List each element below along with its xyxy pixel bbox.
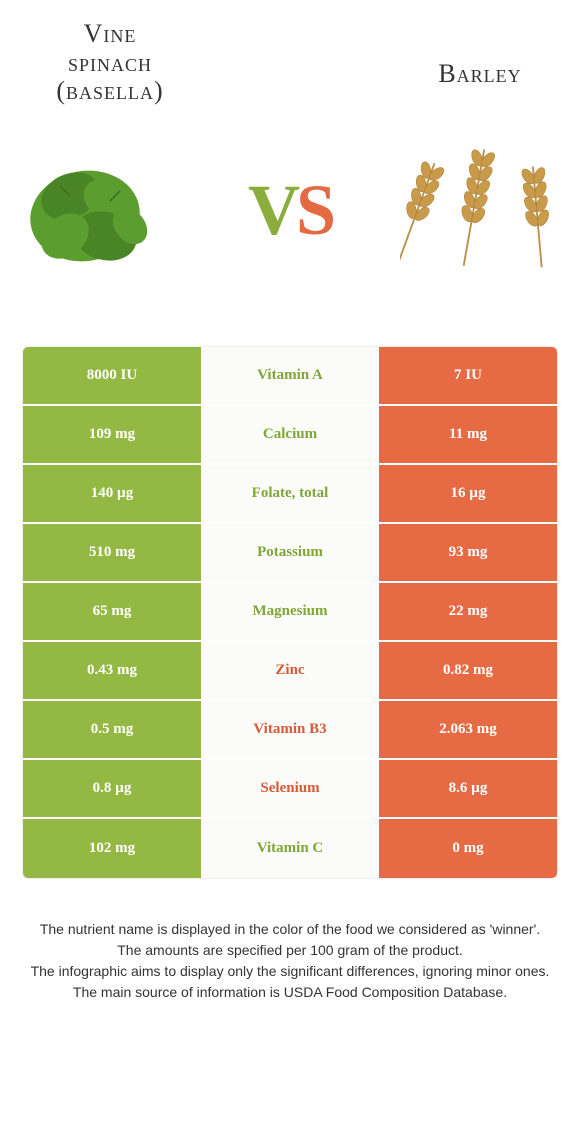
table-row: 65 mgMagnesium22 mg: [23, 583, 557, 642]
table-row: 140 µgFolate, total16 µg: [23, 465, 557, 524]
table-row: 102 mgVitamin C0 mg: [23, 819, 557, 878]
vs-label: VS: [248, 169, 332, 252]
right-value: 11 mg: [379, 406, 557, 463]
left-value: 0.8 µg: [23, 760, 201, 817]
right-value: 93 mg: [379, 524, 557, 581]
nutrient-name: Selenium: [201, 760, 379, 817]
footnote-line: The amounts are specified per 100 gram o…: [117, 942, 463, 958]
footnote-line: The main source of information is USDA F…: [73, 984, 507, 1000]
left-value: 0.5 mg: [23, 701, 201, 758]
right-value: 0 mg: [379, 819, 557, 878]
nutrient-name: Vitamin B3: [201, 701, 379, 758]
vs-v: V: [248, 170, 296, 250]
nutrient-name: Potassium: [201, 524, 379, 581]
vs-s: S: [296, 170, 332, 250]
table-row: 0.5 mgVitamin B32.063 mg: [23, 701, 557, 760]
nutrient-name: Folate, total: [201, 465, 379, 522]
left-value: 510 mg: [23, 524, 201, 581]
right-value: 0.82 mg: [379, 642, 557, 699]
table-row: 8000 IUVitamin A7 IU: [23, 347, 557, 406]
right-value: 7 IU: [379, 347, 557, 404]
title-line: Barley: [438, 59, 521, 88]
comparison-table: 8000 IUVitamin A7 IU109 mgCalcium11 mg14…: [22, 346, 558, 879]
left-value: 140 µg: [23, 465, 201, 522]
right-value: 2.063 mg: [379, 701, 557, 758]
title-line: spinach: [68, 48, 152, 77]
title-line: Vine: [84, 19, 137, 48]
table-row: 0.43 mgZinc0.82 mg: [23, 642, 557, 701]
left-value: 0.43 mg: [23, 642, 201, 699]
left-value: 102 mg: [23, 819, 201, 878]
header: Vine spinach (basella) Barley: [0, 0, 580, 106]
nutrient-name: Vitamin C: [201, 819, 379, 878]
right-value: 22 mg: [379, 583, 557, 640]
left-value: 8000 IU: [23, 347, 201, 404]
nutrient-name: Calcium: [201, 406, 379, 463]
table-row: 109 mgCalcium11 mg: [23, 406, 557, 465]
right-value: 16 µg: [379, 465, 557, 522]
barley-image: [400, 126, 570, 296]
table-row: 510 mgPotassium93 mg: [23, 524, 557, 583]
nutrient-name: Vitamin A: [201, 347, 379, 404]
left-value: 109 mg: [23, 406, 201, 463]
left-food-title: Vine spinach (basella): [10, 20, 210, 106]
table-row: 0.8 µgSelenium8.6 µg: [23, 760, 557, 819]
images-row: VS: [0, 106, 580, 326]
nutrient-name: Magnesium: [201, 583, 379, 640]
spinach-image: [10, 126, 180, 296]
title-line: (basella): [56, 76, 163, 105]
footnote-line: The nutrient name is displayed in the co…: [40, 921, 540, 937]
footnote-line: The infographic aims to display only the…: [31, 963, 550, 979]
right-food-title: Barley: [390, 20, 570, 89]
left-value: 65 mg: [23, 583, 201, 640]
nutrient-name: Zinc: [201, 642, 379, 699]
footnote: The nutrient name is displayed in the co…: [30, 919, 550, 1003]
right-value: 8.6 µg: [379, 760, 557, 817]
